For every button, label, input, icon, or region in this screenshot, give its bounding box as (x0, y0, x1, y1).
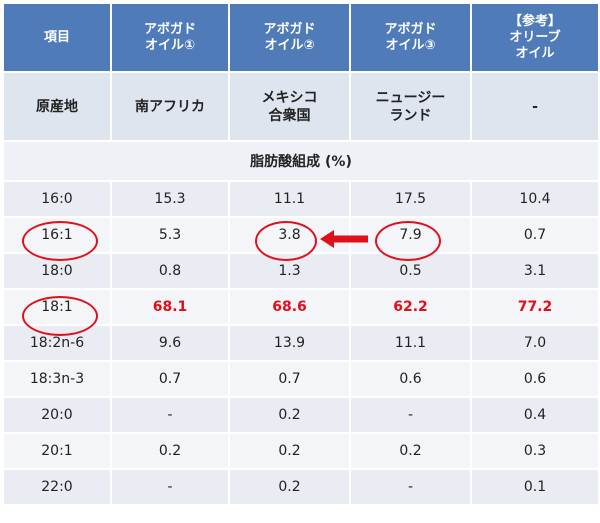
cell-value: 0.2 (349, 432, 472, 470)
row-label: 18:1 (2, 288, 112, 326)
row-label: 16:1 (2, 216, 112, 254)
header-row: 項目 アボガド オイル① アボガド オイル② アボガド オイル③ 【参考】 オリーブ オイ… (2, 2, 600, 73)
cell-value: 0.1 (470, 468, 600, 506)
cell-value: 11.1 (349, 324, 472, 362)
cell-value: 0.2 (228, 396, 351, 434)
cell-value: 0.6 (470, 360, 600, 398)
cell-value: 0.7 (470, 216, 600, 254)
cell-value: 15.3 (110, 180, 230, 218)
row-label: 22:0 (2, 468, 112, 506)
cell-value-highlight: 77.2 (470, 288, 600, 326)
origin-c1: 南アフリカ (110, 71, 230, 142)
cell-value: 0.4 (470, 396, 600, 434)
cell-value: 7.0 (470, 324, 600, 362)
cell-value: 0.2 (228, 432, 351, 470)
cell-value: 0.2 (228, 468, 351, 506)
header-avocado-oil-1: アボガド オイル① (110, 2, 230, 73)
table-row: 20:0 - 0.2 - 0.4 (2, 396, 600, 434)
section-row: 脂肪酸組成 (%) (2, 140, 600, 182)
cell-value: 11.1 (228, 180, 351, 218)
cell-value: - (349, 396, 472, 434)
row-label: 18:0 (2, 252, 112, 290)
cell-value-highlight: 68.6 (228, 288, 351, 326)
row-label: 20:1 (2, 432, 112, 470)
table-row: 18:2n-6 9.6 13.9 11.1 7.0 (2, 324, 600, 362)
cell-value: 10.4 (470, 180, 600, 218)
cell-value: - (110, 468, 230, 506)
origin-row: 原産地 南アフリカ メキシコ 合衆国 ニュージー ランド - (2, 71, 600, 142)
cell-value: - (349, 468, 472, 506)
origin-label: 原産地 (2, 71, 112, 142)
table-row: 22:0 - 0.2 - 0.1 (2, 468, 600, 506)
table-row: 18:3n-3 0.7 0.7 0.6 0.6 (2, 360, 600, 398)
cell-value: 3.1 (470, 252, 600, 290)
cell-value: 1.3 (228, 252, 351, 290)
row-label: 18:2n-6 (2, 324, 112, 362)
cell-value: 9.6 (110, 324, 230, 362)
fatty-acid-table: 項目 アボガド オイル① アボガド オイル② アボガド オイル③ 【参考】 オリーブ オイ… (2, 2, 600, 506)
header-olive-oil-reference: 【参考】 オリーブ オイル (470, 2, 600, 73)
cell-value: 0.2 (110, 432, 230, 470)
cell-value: 13.9 (228, 324, 351, 362)
cell-value: 17.5 (349, 180, 472, 218)
cell-value: 0.3 (470, 432, 600, 470)
origin-c4: - (470, 71, 600, 142)
table-row: 20:1 0.2 0.2 0.2 0.3 (2, 432, 600, 470)
cell-value: 0.8 (110, 252, 230, 290)
table-row: 18:1 68.1 68.6 62.2 77.2 (2, 288, 600, 326)
cell-value: 5.3 (110, 216, 230, 254)
cell-value: 0.7 (228, 360, 351, 398)
cell-value-highlight: 68.1 (110, 288, 230, 326)
table-row: 16:0 15.3 11.1 17.5 10.4 (2, 180, 600, 218)
cell-value: 0.6 (349, 360, 472, 398)
cell-value: - (110, 396, 230, 434)
row-label: 20:0 (2, 396, 112, 434)
header-item: 項目 (2, 2, 112, 73)
cell-value: 7.9 (349, 216, 472, 254)
header-avocado-oil-3: アボガド オイル③ (349, 2, 472, 73)
origin-c2: メキシコ 合衆国 (228, 71, 351, 142)
cell-value-highlight: 62.2 (349, 288, 472, 326)
table-row: 18:0 0.8 1.3 0.5 3.1 (2, 252, 600, 290)
row-label: 18:3n-3 (2, 360, 112, 398)
row-label: 16:0 (2, 180, 112, 218)
section-label: 脂肪酸組成 (%) (2, 140, 600, 182)
cell-value: 0.5 (349, 252, 472, 290)
cell-value: 0.7 (110, 360, 230, 398)
origin-c3: ニュージー ランド (349, 71, 472, 142)
cell-value: 3.8 (228, 216, 351, 254)
table-row: 16:1 5.3 3.8 7.9 0.7 (2, 216, 600, 254)
header-avocado-oil-2: アボガド オイル② (228, 2, 351, 73)
